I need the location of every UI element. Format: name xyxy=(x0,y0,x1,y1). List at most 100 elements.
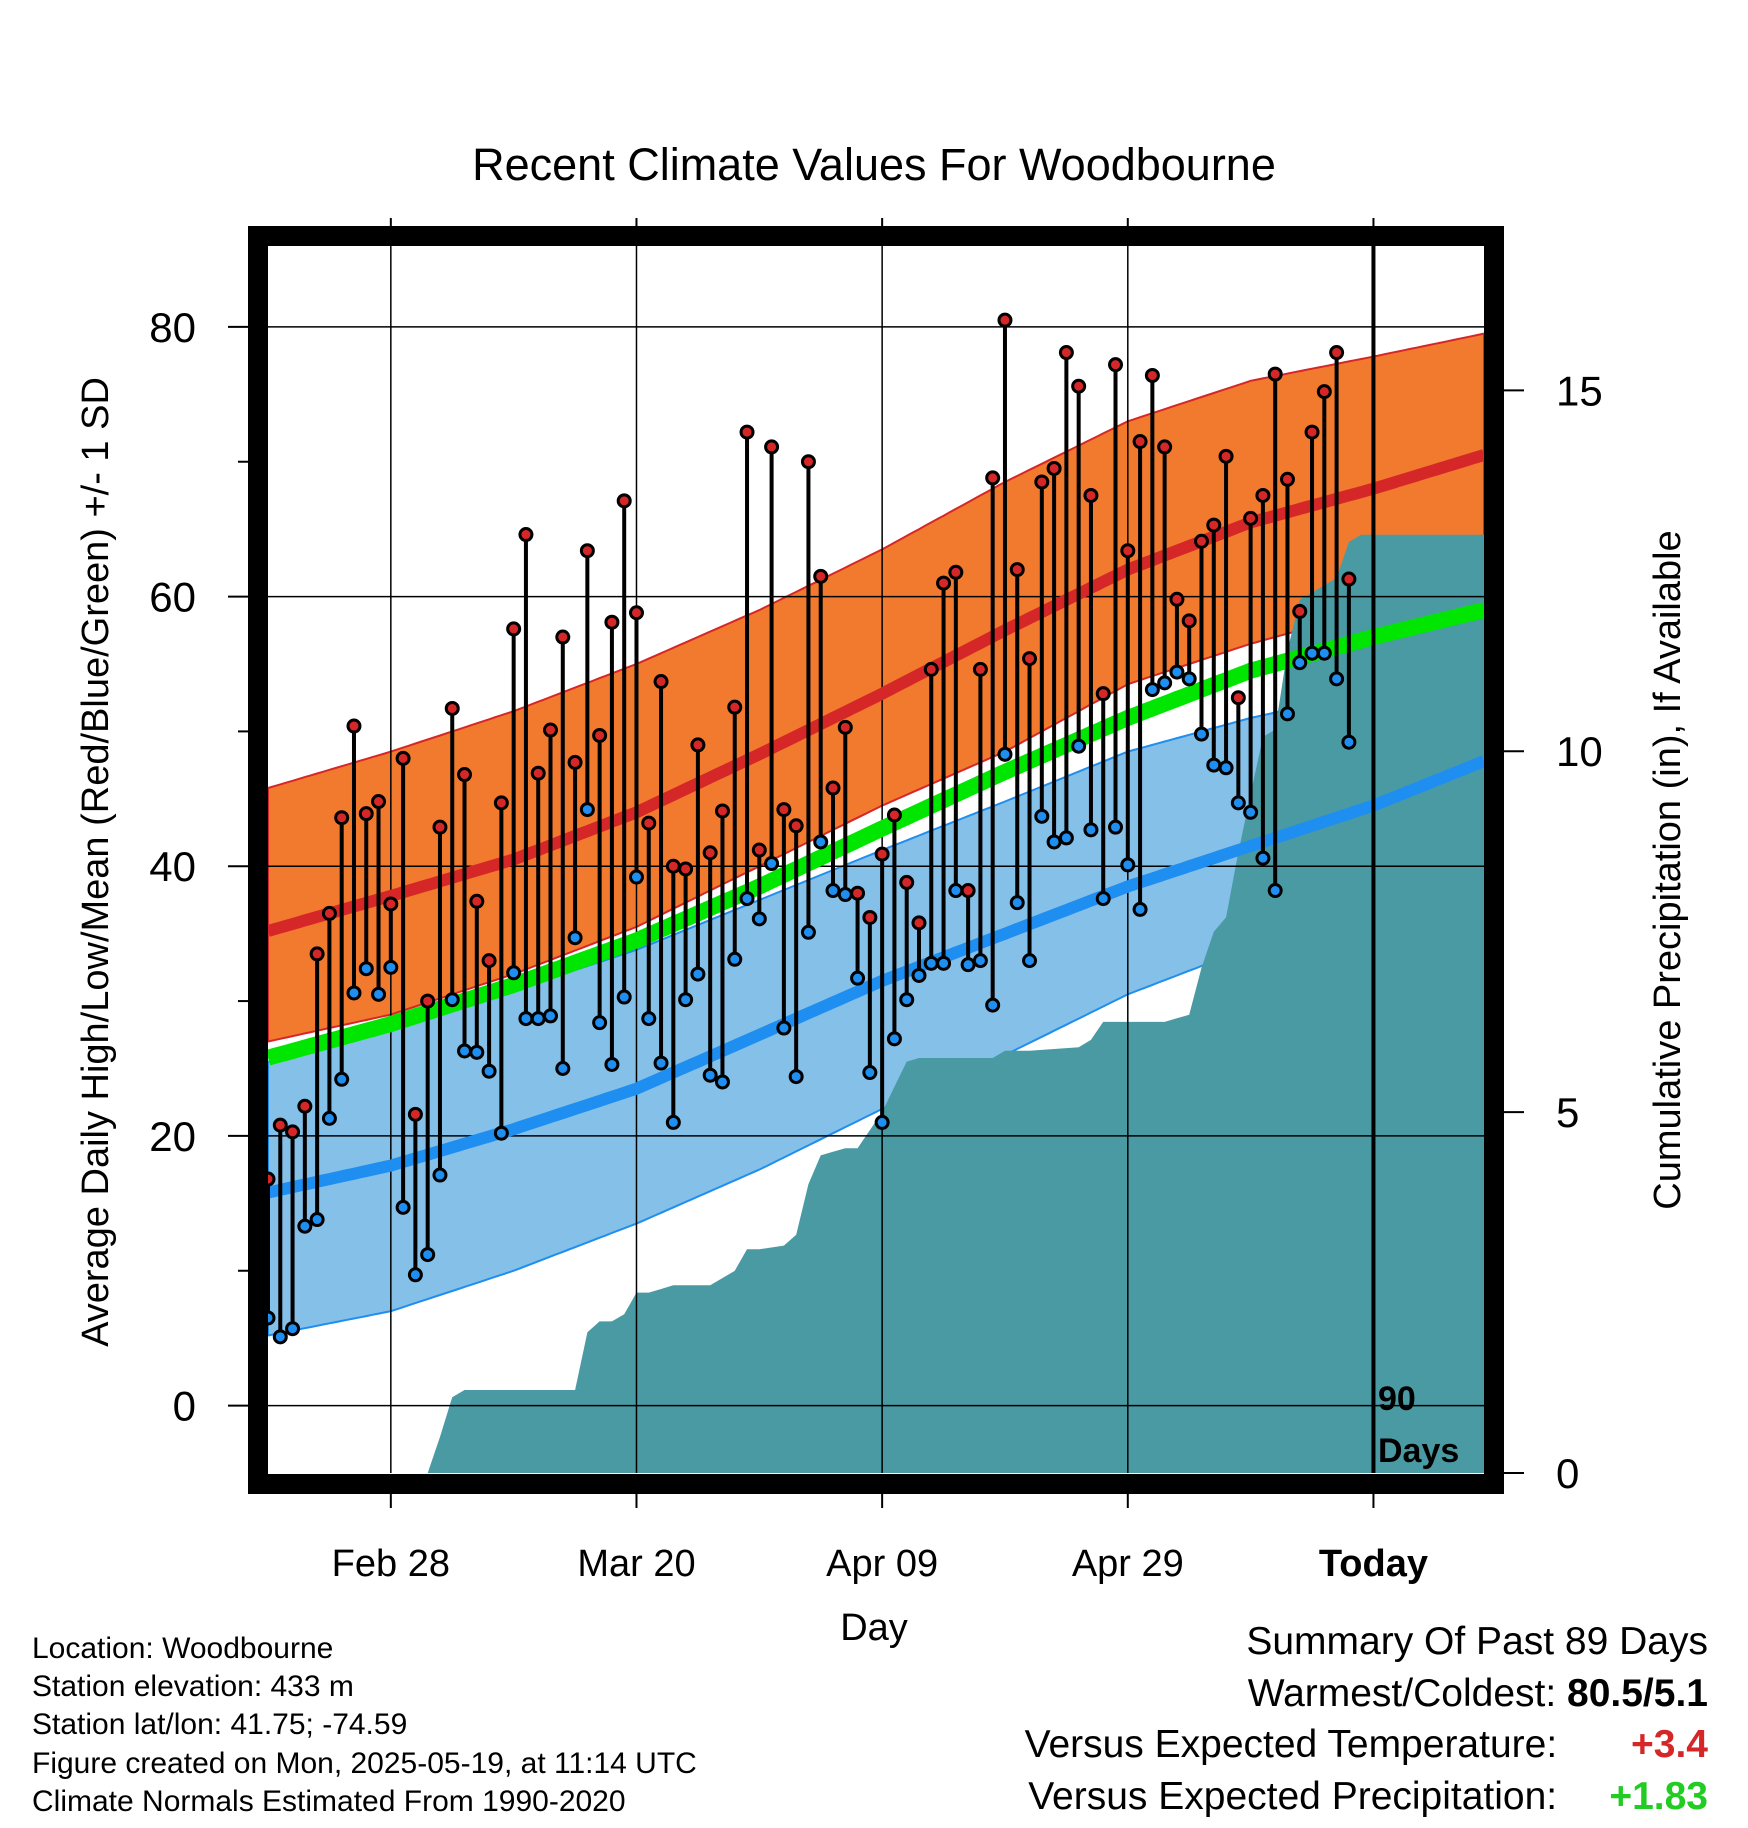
y2-tick-label: 15 xyxy=(1556,367,1603,414)
daily-low-point xyxy=(825,883,841,899)
daily-low-point xyxy=(321,1110,337,1126)
daily-high-point xyxy=(1255,487,1271,503)
daily-dots xyxy=(260,312,1357,1345)
daily-low-point xyxy=(1316,645,1332,661)
daily-high-point xyxy=(604,614,620,630)
daily-high-point xyxy=(641,815,657,831)
daily-high-point xyxy=(1230,690,1246,706)
daily-high-point xyxy=(444,700,460,716)
daily-high-point xyxy=(1034,474,1050,490)
daily-high-point xyxy=(825,780,841,796)
daily-low-point xyxy=(1157,675,1173,691)
daily-high-point xyxy=(1329,345,1345,361)
today-marker-label-line1: 90 xyxy=(1378,1380,1416,1418)
daily-low-point xyxy=(579,802,595,818)
daily-high-point xyxy=(358,806,374,822)
daily-high-point xyxy=(272,1117,288,1133)
normal-mean-line xyxy=(265,602,1486,1066)
summary-warmest-row: Warmest/Coldest: 80.5/5.1 xyxy=(1248,1672,1708,1716)
daily-high-point xyxy=(886,807,902,823)
daily-high-point xyxy=(1157,439,1173,455)
y-tick-label: 20 xyxy=(149,1113,196,1160)
daily-high-point xyxy=(432,819,448,835)
daily-low-point xyxy=(1329,671,1345,687)
daily-low-point xyxy=(444,992,460,1008)
daily-low-point xyxy=(1034,808,1050,824)
y-tick-label: 80 xyxy=(149,304,196,351)
daily-low-point xyxy=(334,1071,350,1087)
daily-range-stems xyxy=(266,320,1351,1337)
daily-high-point xyxy=(1316,384,1332,400)
daily-low-point xyxy=(1255,850,1271,866)
daily-low-point xyxy=(1009,895,1025,911)
daily-high-point xyxy=(555,629,571,645)
daily-high-point xyxy=(911,915,927,931)
warmest-label: Warmest/Coldest: xyxy=(1247,1672,1557,1715)
daily-high-point xyxy=(543,722,559,738)
plot-frame xyxy=(248,226,1504,1494)
daily-high-point xyxy=(1120,543,1136,559)
normal-high-line xyxy=(266,449,1486,937)
daily-low-point xyxy=(1279,706,1295,722)
daily-high-point xyxy=(297,1098,313,1114)
daily-high-point xyxy=(665,858,681,874)
daily-low-point xyxy=(1292,655,1308,671)
temp-label: Versus Expected Temperature: xyxy=(1024,1723,1558,1766)
daily-high-point xyxy=(1144,367,1160,383)
daily-low-point xyxy=(751,911,767,927)
daily-low-point xyxy=(850,970,866,986)
daily-low-point xyxy=(788,1069,804,1085)
warmest-value: 80.5/5.1 xyxy=(1567,1672,1708,1715)
daily-high-point xyxy=(1058,345,1074,361)
daily-low-point xyxy=(543,1008,559,1024)
daily-high-point xyxy=(1292,603,1308,619)
daily-high-point xyxy=(457,767,473,783)
daily-low-point xyxy=(346,985,362,1001)
daily-high-point xyxy=(1341,571,1357,587)
x-tick-label: Apr 09 xyxy=(826,1543,938,1585)
daily-high-point xyxy=(628,605,644,621)
daily-high-point xyxy=(776,802,792,818)
daily-high-point xyxy=(469,893,485,909)
daily-low-point xyxy=(272,1329,288,1345)
daily-high-point xyxy=(506,621,522,637)
daily-low-point xyxy=(678,992,694,1008)
daily-low-point xyxy=(690,966,706,982)
daily-low-point xyxy=(395,1199,411,1215)
daily-high-point xyxy=(1009,562,1025,578)
daily-low-point xyxy=(604,1056,620,1072)
daily-low-point xyxy=(1243,804,1259,820)
daily-high-point xyxy=(420,993,436,1009)
daily-high-point xyxy=(972,661,988,677)
daily-low-point xyxy=(285,1321,301,1337)
daily-low-point xyxy=(1169,664,1185,680)
daily-high-point xyxy=(1169,591,1185,607)
daily-high-point xyxy=(690,737,706,753)
daily-high-point xyxy=(285,1124,301,1140)
daily-high-point xyxy=(1181,613,1197,629)
x-tick-label: Mar 20 xyxy=(577,1543,695,1585)
daily-low-point xyxy=(432,1167,448,1183)
daily-low-point xyxy=(297,1218,313,1234)
daily-high-point xyxy=(702,845,718,861)
daily-low-point xyxy=(653,1055,669,1071)
daily-low-point xyxy=(1022,953,1038,969)
daily-low-point xyxy=(1071,738,1087,754)
daily-high-point xyxy=(481,953,497,969)
y-tick-label: 40 xyxy=(149,843,196,890)
daily-low-point xyxy=(702,1067,718,1083)
daily-low-point xyxy=(764,856,780,872)
y-tick-label: 0 xyxy=(173,1383,196,1430)
daily-low-point xyxy=(555,1060,571,1076)
daily-low-point xyxy=(874,1114,890,1130)
daily-low-point xyxy=(1132,901,1148,917)
daily-high-point xyxy=(874,846,890,862)
daily-low-point xyxy=(1046,834,1062,850)
daily-high-point xyxy=(1022,651,1038,667)
daily-low-point xyxy=(469,1044,485,1060)
daily-high-point xyxy=(714,803,730,819)
x-tick-label: Apr 29 xyxy=(1072,1543,1184,1585)
precip-area xyxy=(268,534,1484,1473)
daily-high-point xyxy=(1193,533,1209,549)
daily-low-point xyxy=(1206,757,1222,773)
